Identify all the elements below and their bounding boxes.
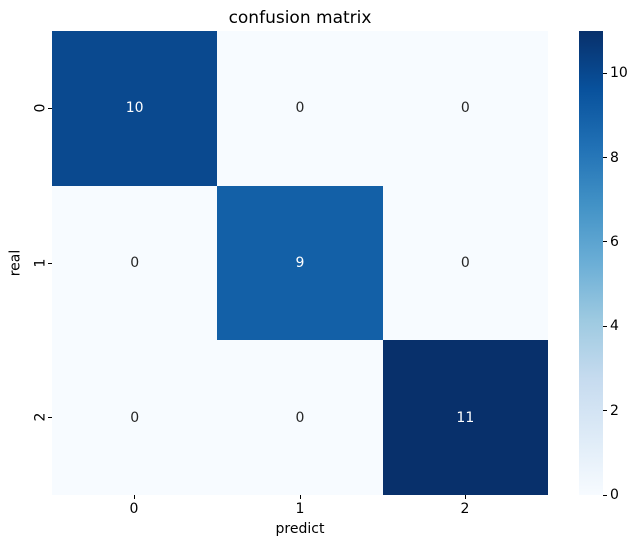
chart-title: confusion matrix: [228, 8, 372, 28]
x-tick-label-1: 1: [295, 501, 305, 517]
x-tick-mark-1: [300, 495, 301, 499]
y-tick-mark-0: [48, 108, 52, 109]
heatmap-cell-r2c2: 11: [382, 340, 548, 495]
heatmap-cell-r1c1: 9: [217, 185, 383, 341]
colorbar-tick-mark: [603, 325, 607, 327]
colorbar-tick-2: 2: [603, 404, 619, 418]
colorbar-tick-4: 4: [603, 319, 619, 333]
colorbar-tick-mark: [603, 410, 607, 412]
y-tick-mark-2: [48, 417, 52, 418]
colorbar: 0 2 4 6 8 10: [579, 31, 628, 502]
heatmap-cell-r0c0: 10: [52, 31, 218, 186]
x-tick-label-0: 0: [129, 501, 139, 517]
heatmap-cell-r2c0: 0: [52, 340, 218, 495]
colorbar-tick-label: 10: [610, 65, 628, 82]
x-axis-label: predict: [275, 521, 325, 537]
y-tick-mark-1: [48, 263, 52, 264]
heatmap-cell-r1c2: 0: [382, 185, 548, 341]
x-tick-mark-2: [465, 495, 466, 499]
heatmap-cell-r0c2: 0: [382, 31, 548, 186]
colorbar-tick-mark: [603, 157, 607, 159]
colorbar-tick-mark: [603, 494, 607, 496]
colorbar-tick-6: 6: [603, 235, 619, 249]
x-tick-mark-0: [134, 495, 135, 499]
colorbar-tick-label: 4: [610, 318, 619, 335]
heatmap: 10 0 0 0 9 0 0 0 11: [52, 31, 548, 495]
x-tick-label-2: 2: [460, 501, 470, 517]
colorbar-tick-0: 0: [603, 488, 619, 502]
heatmap-cell-r1c0: 0: [52, 185, 218, 341]
colorbar-tick-mark: [603, 241, 607, 243]
heatmap-cell-r2c1: 0: [217, 340, 383, 495]
colorbar-tick-label: 6: [610, 233, 619, 250]
colorbar-tick-label: 0: [610, 487, 619, 503]
colorbar-tick-8: 8: [603, 151, 619, 165]
colorbar-tick-label: 8: [610, 149, 619, 166]
colorbar-tick-mark: [603, 72, 607, 74]
colorbar-tick-10: 10: [603, 66, 628, 80]
heatmap-cell-r0c1: 0: [217, 31, 383, 186]
colorbar-tick-label: 2: [610, 402, 619, 419]
